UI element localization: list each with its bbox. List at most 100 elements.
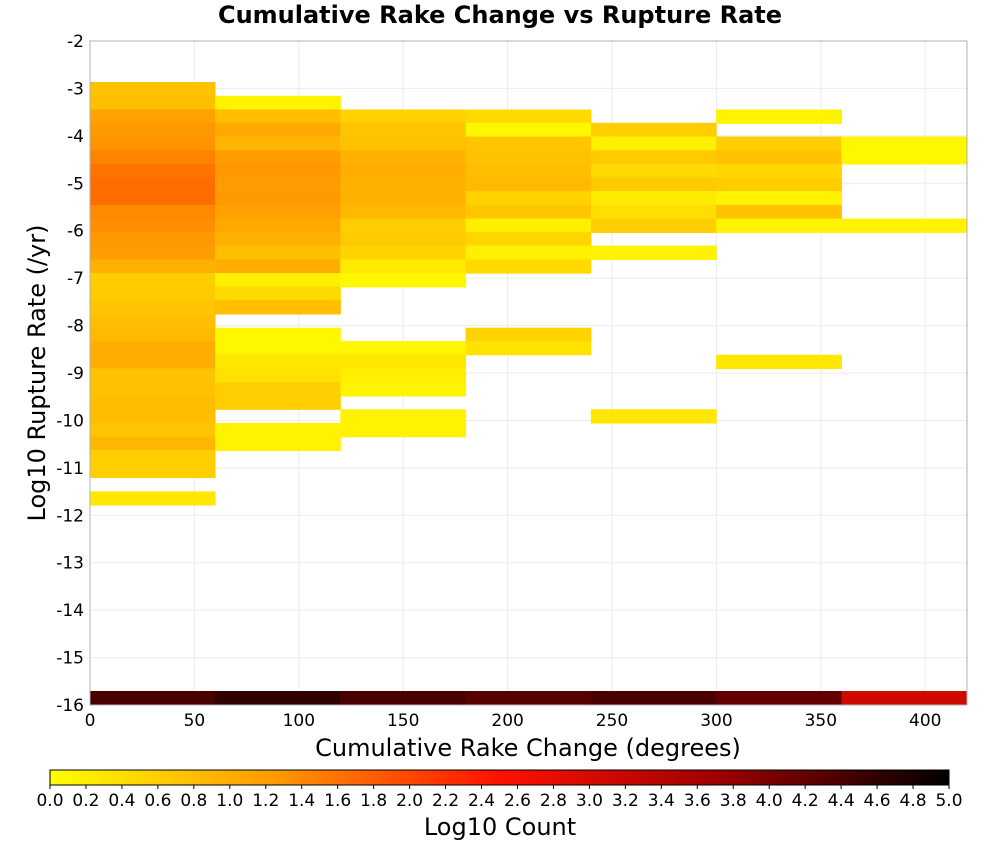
colorbar-tick-label: 4.2 (792, 791, 819, 811)
colorbar-ticks: 0.0 0.2 0.4 0.6 0.8 1.0 1.2 1.4 1.6 1.8 2.0 2.2 2.4 2… (36, 785, 963, 811)
y-axis-ticks: -2 -3 -4 -5 -6 -7 -8 -9 -10 -11 -12 -13 -14 -15 -16 (56, 32, 84, 716)
heatmap-cell (340, 231, 467, 247)
heatmap-cell (465, 259, 592, 274)
heatmap-cell (590, 409, 717, 424)
x-tick-label: 400 (909, 711, 941, 731)
heatmap-cell (590, 164, 717, 179)
heatmap-cell (716, 164, 842, 179)
heatmap-cell (340, 409, 467, 424)
heatmap-cell (215, 300, 341, 315)
colorbar-tick-label: 3.4 (648, 791, 675, 811)
heatmap-cell (465, 109, 592, 124)
heatmap-cell (340, 177, 467, 192)
heatmap-cell (89, 354, 216, 369)
heatmap-cell (340, 354, 467, 369)
heatmap-cell (340, 191, 467, 206)
heatmap-cell (716, 191, 842, 206)
heatmap-cell (215, 340, 341, 356)
heatmap-cell (215, 382, 341, 397)
y-tick-label: -15 (56, 649, 84, 669)
heatmap-cell (215, 109, 341, 124)
heatmap-cell (215, 136, 341, 151)
heatmap-cell (215, 150, 341, 165)
heatmap-cell (89, 164, 216, 179)
heatmap-cell (215, 177, 341, 192)
x-tick-label: 0 (85, 711, 96, 731)
heatmap-cell (465, 218, 592, 233)
x-axis-label: Cumulative Rake Change (degrees) (315, 734, 741, 762)
heatmap-cell (89, 177, 216, 192)
heatmap-cell (89, 191, 216, 206)
colorbar (49, 769, 950, 786)
heatmap-cell (590, 204, 717, 220)
heatmap-cell (215, 95, 341, 111)
heatmap-cell (590, 122, 717, 138)
y-tick-label: -16 (56, 696, 84, 716)
heatmap-cell (716, 150, 842, 165)
heatmap-cell (716, 204, 842, 220)
heatmap-cell (716, 354, 842, 369)
heatmap-cell (215, 273, 341, 288)
heatmap-cell (215, 354, 341, 369)
colorbar-tick-label: 1.8 (360, 791, 387, 811)
x-tick-label: 100 (283, 711, 315, 731)
heatmap-cell (89, 340, 216, 356)
colorbar-tick-label: 3.6 (684, 791, 711, 811)
heatmap-cell (841, 218, 968, 233)
heatmap-cell (340, 109, 467, 124)
x-tick-label: 250 (596, 711, 628, 731)
heatmap-cell (89, 423, 216, 438)
heatmap-cell (340, 204, 467, 220)
y-tick-label: -9 (67, 364, 84, 384)
heatmap-cell (340, 218, 467, 233)
heatmap-cell (590, 245, 717, 260)
heatmap-cell (716, 218, 842, 233)
heatmap-cell (215, 204, 341, 220)
heatmap-cell (89, 259, 216, 274)
heatmap-cell (215, 436, 341, 452)
colorbar-tick-label: 2.2 (432, 791, 459, 811)
heatmap-cell (340, 368, 467, 383)
chart-title: Cumulative Rake Change vs Rupture Rate (218, 1, 782, 29)
heatmap-cell (465, 122, 592, 138)
heatmap-cell (590, 150, 717, 165)
heatmap-cell (215, 164, 341, 179)
colorbar-tick-label: 2.0 (396, 791, 423, 811)
heatmap-cell (89, 313, 216, 329)
heatmap-cell (465, 327, 592, 342)
colorbar-tick-label: 1.2 (252, 791, 279, 811)
y-tick-label: -3 (67, 79, 84, 99)
heatmap-cell (841, 690, 968, 706)
heatmap-cell (89, 382, 216, 397)
colorbar-tick-label: 0.6 (144, 791, 171, 811)
heatmap-cell (340, 423, 467, 438)
heatmap-cell (590, 218, 717, 233)
colorbar-tick-label: 1.6 (324, 791, 351, 811)
heatmap-cell (215, 327, 341, 342)
heatmap-cell (215, 423, 341, 438)
heatmap-cell (716, 690, 842, 706)
heatmap-cell (590, 136, 717, 151)
heatmap-cell (89, 150, 216, 165)
heatmap-cell (340, 259, 467, 274)
y-tick-label: -14 (56, 601, 84, 621)
colorbar-tick-label: 4.4 (828, 791, 855, 811)
heatmap-cell (215, 368, 341, 383)
heatmap-cell (716, 177, 842, 192)
colorbar-tick-label: 3.8 (720, 791, 747, 811)
heatmap-cell (465, 204, 592, 220)
heatmap-cell (841, 136, 968, 151)
heatmap-cells (89, 82, 968, 706)
heatmap-cell (89, 463, 216, 479)
heatmap-cell (340, 164, 467, 179)
y-tick-label: -2 (67, 32, 84, 52)
heatmap-cell (215, 218, 341, 233)
colorbar-tick-label: 0.4 (108, 791, 135, 811)
y-tick-label: -10 (56, 411, 84, 431)
y-tick-label: -8 (67, 317, 84, 337)
heatmap-cell (89, 204, 216, 220)
heatmap-cell (89, 245, 216, 260)
colorbar-tick-label: 4.0 (756, 791, 783, 811)
heatmap-cell (89, 491, 216, 506)
colorbar-tick-label: 4.8 (900, 791, 927, 811)
